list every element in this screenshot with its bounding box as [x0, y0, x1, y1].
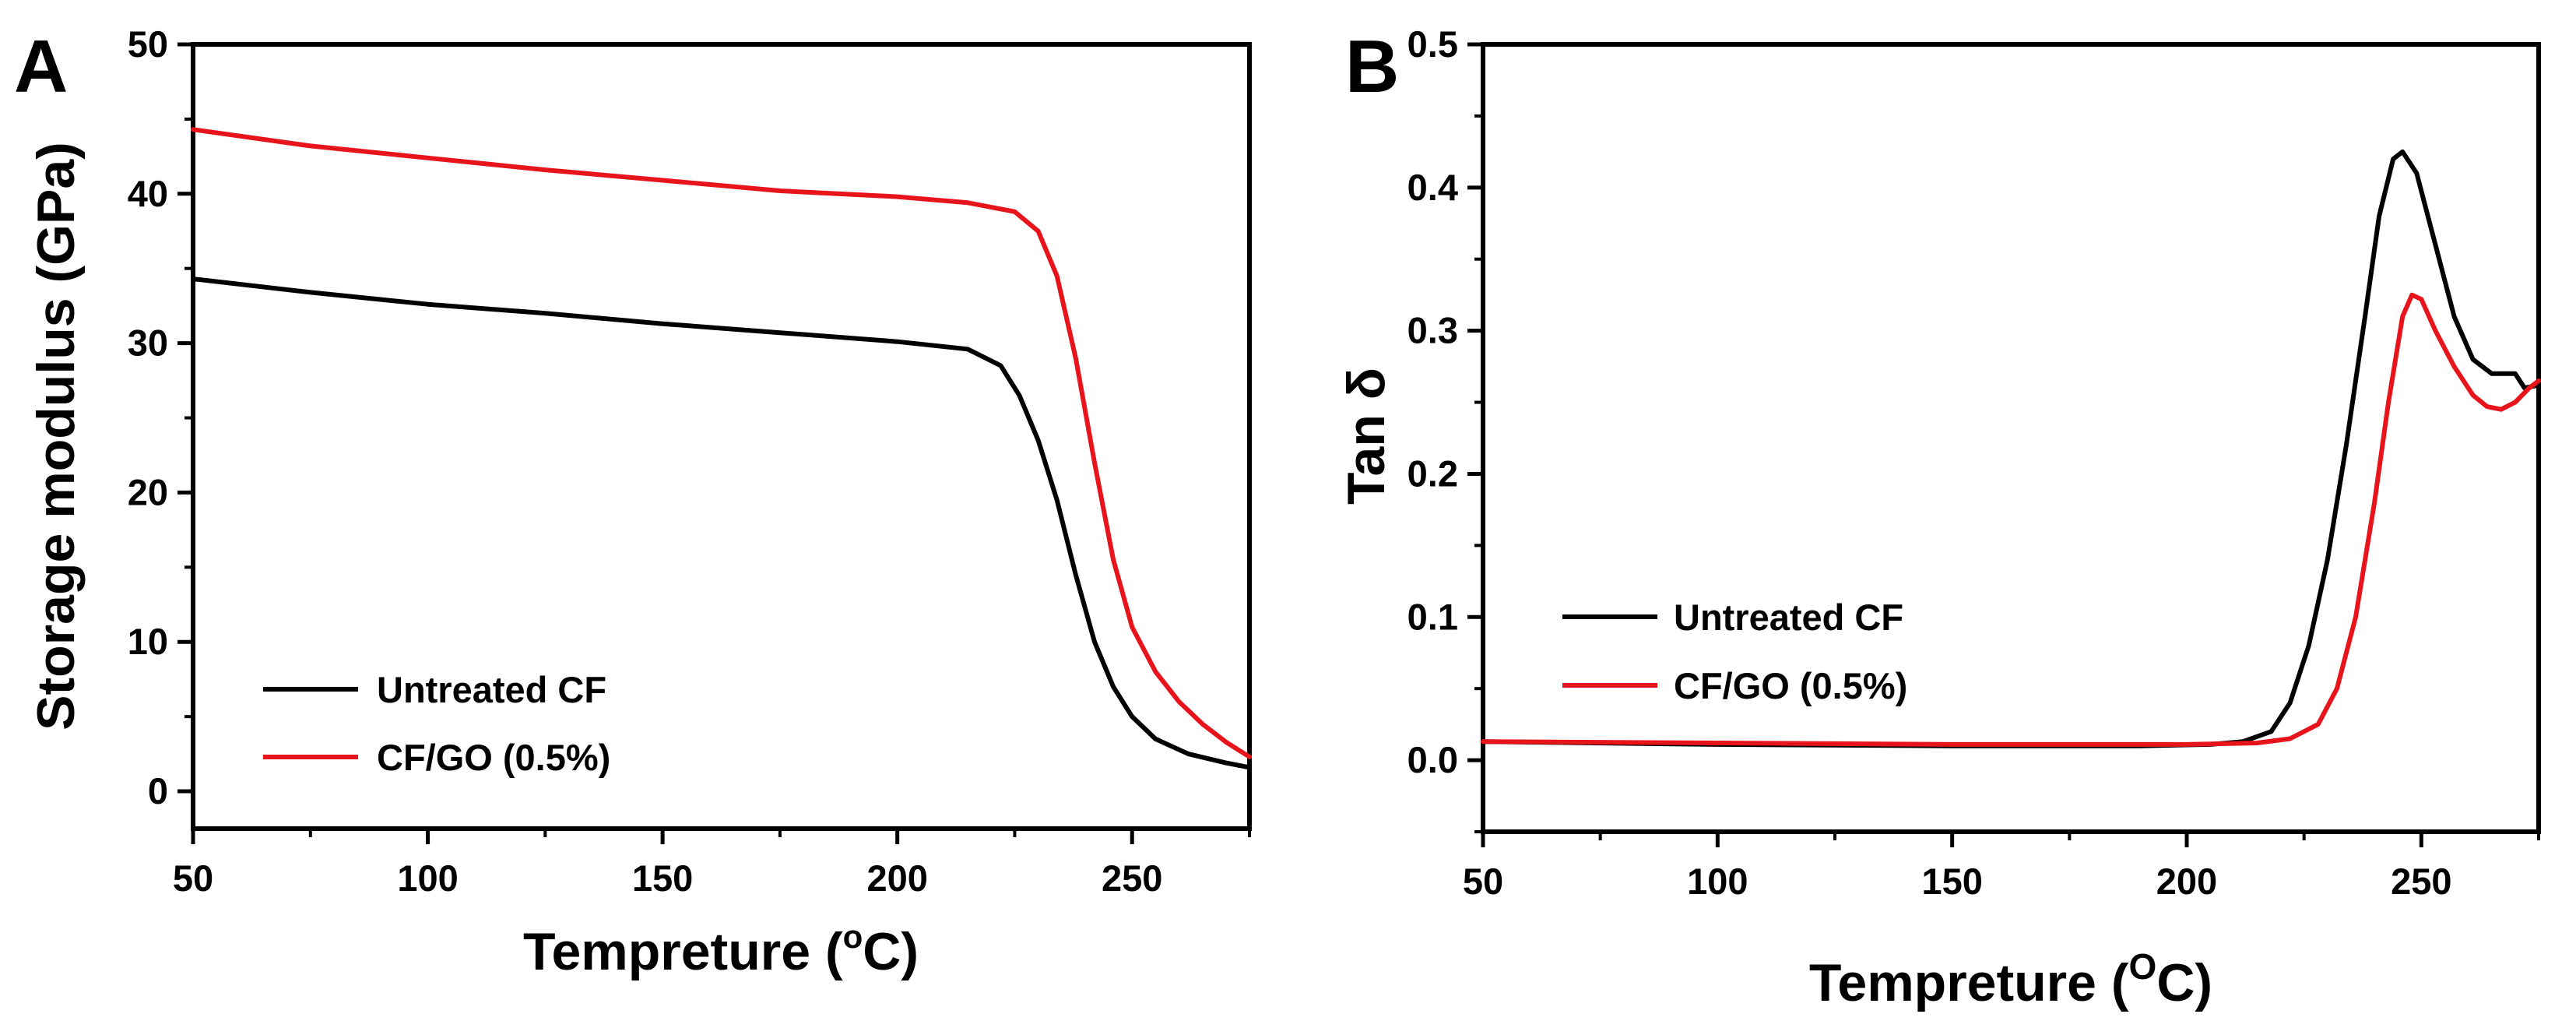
panel-a-series-line-untreated-cf [191, 276, 1252, 770]
panel-b-y-tick-label: 0.2 [1407, 452, 1458, 494]
panel-b-y-tick-label: 0.0 [1407, 739, 1458, 780]
panel-a-x-tick-label: 250 [1102, 857, 1162, 899]
panel-a-label: A [14, 25, 68, 108]
panel-a-ticks: 50 100 150 200 250 0 10 20 30 40 50 [128, 23, 1251, 899]
panel-b-xlabel-text: Tempreture [1809, 953, 2096, 1012]
panel-a-x-tick-label: 50 [173, 857, 213, 899]
panel-b-xunit-open: ( [2111, 953, 2129, 1012]
panel-a-x-tick-label: 200 [866, 857, 927, 899]
panel-a-legend-label-untreated: Untreated CF [377, 669, 606, 710]
panel-b-x-tick-label: 250 [2391, 861, 2451, 902]
panel-a-y-tick-label: 10 [128, 621, 168, 662]
panel-a-xunit-open: ( [825, 922, 843, 981]
panel-a-y-tick-label: 50 [128, 23, 168, 65]
panel-a-x-axis-label: Tempreture (oC) [523, 918, 919, 981]
panel-a-xunit-close: C) [863, 922, 919, 981]
panel-b-legend-label-untreated: Untreated CF [1674, 597, 1903, 638]
panel-b-y-tick-label: 0.4 [1407, 167, 1458, 208]
panel-b-x-tick-label: 100 [1687, 861, 1748, 902]
panel-b-x-tick-label: 150 [1921, 861, 1982, 902]
panel-a-y-tick-label: 30 [128, 322, 168, 364]
panel-b-ticks: 50 100 150 200 250 0.0 0.1 0.2 0.3 0.4 0.5 [1407, 23, 2540, 902]
panel-b-y-tick-label: 0.3 [1407, 310, 1458, 351]
panel-a-y-tick-label: 0 [148, 770, 168, 812]
panel-b-series [1481, 149, 2541, 748]
panel-b-xunit-close: C) [2156, 953, 2212, 1012]
panel-a-y-tick-label: 20 [128, 471, 168, 512]
panel-b-plot-frame [1481, 42, 2541, 834]
panel-a-series [191, 127, 1252, 770]
panel-a-x-tick-label: 150 [632, 857, 693, 899]
panel-a-plot-frame [191, 42, 1252, 831]
panel-b-series-line-cf-go [1481, 292, 2541, 747]
panel-b-y-axis-label: Tan δ [1337, 368, 1396, 505]
panel-b-legend-label-cfgo: CF/GO (0.5%) [1674, 665, 1907, 706]
panel-b: B 50 100 150 200 250 0.0 0.1 0.2 0.3 0.4 0.5 Tempr… [1337, 23, 2541, 1012]
panel-b-label: B [1345, 25, 1399, 108]
panel-a: A 50 100 150 200 250 0 10 20 30 40 50 Tempreture (… [14, 23, 1252, 981]
panel-b-xunit-degree: O [2129, 946, 2157, 987]
panel-a-legend-label-cfgo: CF/GO (0.5%) [377, 737, 610, 778]
panel-b-x-tick-label: 50 [1463, 861, 1503, 902]
panel-a-xlabel-text: Tempreture [523, 922, 810, 981]
panel-a-series-line-cf-go [191, 127, 1252, 759]
panel-a-y-tick-label: 40 [128, 173, 168, 214]
panel-b-legend: Untreated CF CF/GO (0.5%) [1562, 597, 1907, 706]
panel-b-x-tick-label: 200 [2156, 861, 2217, 902]
panel-a-x-tick-label: 100 [397, 857, 458, 899]
panel-a-y-axis-label: Storage modulus (GPa) [26, 142, 86, 731]
panel-b-x-axis-label: Tempreture (OC) [1809, 946, 2212, 1012]
panel-a-legend: Untreated CF CF/GO (0.5%) [263, 669, 610, 778]
panel-a-xunit-degree: o [843, 918, 863, 955]
panel-b-y-tick-label: 0.1 [1407, 596, 1458, 637]
panel-b-y-tick-label: 0.5 [1407, 23, 1458, 65]
